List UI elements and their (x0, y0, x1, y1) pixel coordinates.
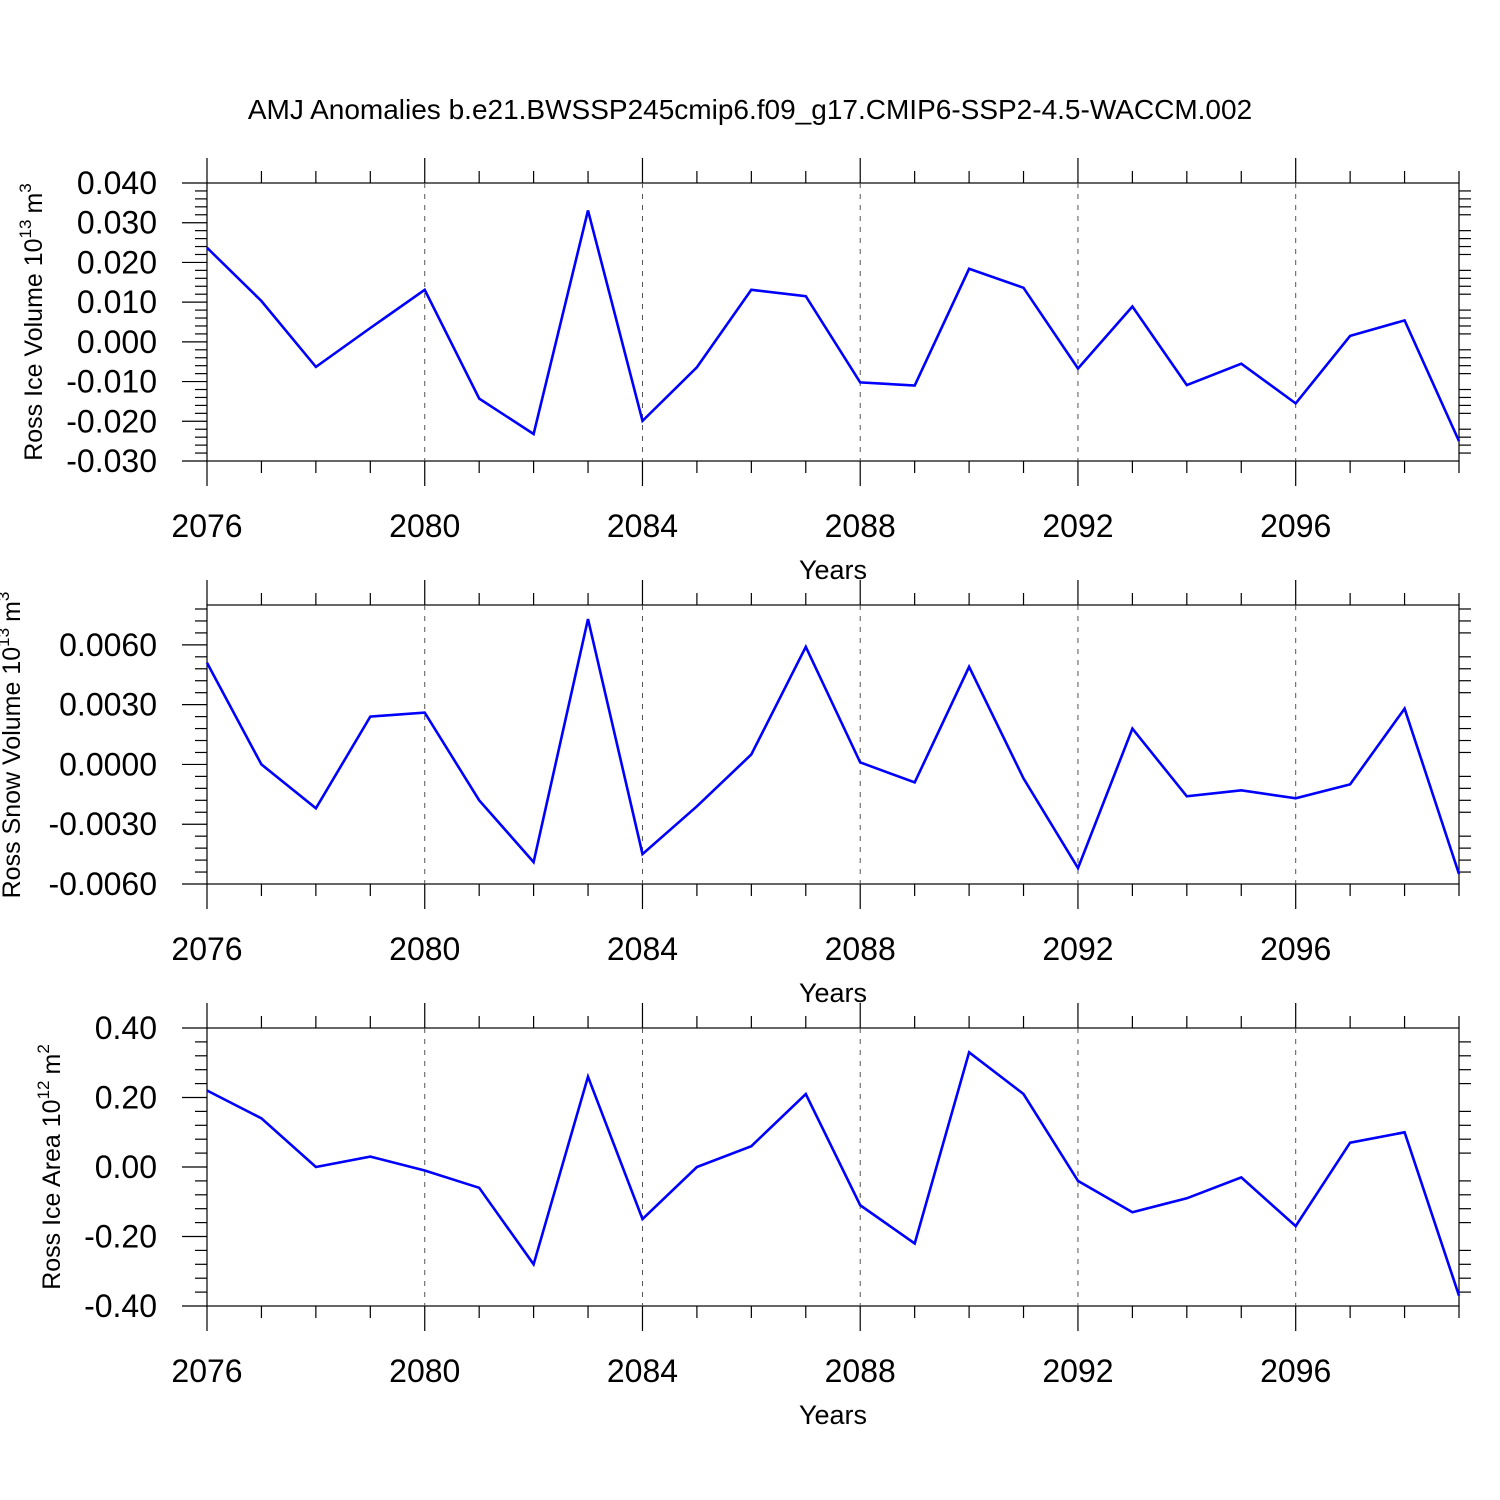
x-axis-label: Years (799, 1400, 867, 1430)
y-axis-label-exponent: 13 (0, 628, 13, 647)
y-tick-label: 0.0030 (59, 687, 157, 723)
y-tick-label: 0.010 (77, 284, 157, 320)
chart-panel-2: 2076 2080 2084 2088 2092 2096 Years 0.0060 0.003… (0, 580, 1471, 1008)
y-axis-label-main: Ross Snow Volume 10 (0, 647, 26, 899)
y-tick-label: -0.030 (66, 443, 157, 479)
x-tick-label: 2096 (1260, 931, 1331, 967)
x-tick-label: 2096 (1260, 508, 1331, 544)
y-tick-label: 0.020 (77, 244, 157, 280)
x-tick-label: 2092 (1042, 1353, 1113, 1389)
y-axis-label: Ross Ice Volume 1013 m3 (16, 183, 48, 461)
y-tick-label: 0.0060 (59, 627, 157, 663)
x-tick-label: 2084 (607, 1353, 678, 1389)
y-axis-label-unit: m (20, 193, 48, 214)
x-axis-label: Years (799, 978, 867, 1008)
y-tick-label: 0.030 (77, 205, 157, 241)
plot-frame (206, 1027, 1460, 1307)
y-tick-label: -0.40 (84, 1288, 157, 1324)
series-line (206, 210, 1461, 442)
x-tick-label: 2096 (1260, 1353, 1331, 1389)
y-tick-label: -0.020 (66, 403, 157, 439)
y-tick-label: 0.0000 (59, 746, 157, 782)
y-tick-label: 0.40 (95, 1010, 157, 1046)
y-tick-label: -0.0030 (48, 806, 157, 842)
y-axis-label-main: Ross Ice Area 10 (38, 1099, 66, 1289)
y-axis-label-exponent: 12 (34, 1080, 53, 1099)
x-tick-label: 2084 (607, 508, 678, 544)
x-tick-label: 2080 (389, 1353, 460, 1389)
x-tick-label: 2084 (607, 931, 678, 967)
x-tick-label: 2080 (389, 508, 460, 544)
x-tick-label: 2088 (825, 931, 896, 967)
chart-panel-1: 2076 2080 2084 2088 2092 2096Years0.0400.0300… (16, 158, 1471, 585)
y-axis-label-unit: m (38, 1054, 66, 1075)
y-axis-label-main: Ross Ice Volume 10 (20, 238, 48, 460)
x-tick-label: 2092 (1042, 931, 1113, 967)
y-tick-label: -0.010 (66, 364, 157, 400)
y-tick-label: 0.00 (95, 1149, 157, 1185)
chart-panel-3: 2076 2080 2084 2088 2092 2096 Years 0.40 0.20 0.0… (34, 1003, 1471, 1430)
y-axis-label: Ross Snow Volume 1013 m3 (0, 592, 26, 899)
x-tick-label: 2092 (1042, 508, 1113, 544)
y-tick-label: -0.20 (84, 1219, 157, 1255)
x-tick-label: 2088 (825, 508, 896, 544)
y-tick-label: 0.000 (77, 324, 157, 360)
x-tick-label: 2088 (825, 1353, 896, 1389)
plot-frame (206, 604, 1460, 885)
y-axis-label-unit-exponent: 3 (16, 183, 35, 192)
x-tick-label: 2076 (171, 931, 242, 967)
x-tick-label: 2080 (389, 931, 460, 967)
y-axis-label-unit-exponent: 3 (0, 592, 13, 601)
y-tick-label: 0.20 (95, 1080, 157, 1116)
y-tick-label: 0.040 (77, 165, 157, 201)
chart-title: AMJ Anomalies b.e21.BWSSP245cmip6.f09_g1… (248, 94, 1252, 125)
y-axis-label: Ross Ice Area 1012 m2 (34, 1044, 66, 1290)
x-axis-label: Years (799, 555, 867, 585)
series-line (205, 618, 1461, 875)
plot-frame (206, 182, 1460, 462)
series-line (206, 1050, 1461, 1297)
y-axis-label-unit: m (0, 601, 26, 622)
x-tick-label: 2076 (171, 508, 242, 544)
y-tick-label: -0.0060 (48, 866, 157, 902)
y-axis-label-exponent: 13 (16, 220, 35, 239)
y-axis-label-unit-exponent: 2 (34, 1044, 53, 1053)
x-tick-label: 2076 (171, 1353, 242, 1389)
chart-panels: 2076 2080 2084 2088 2092 2096Years0.0400.0300… (0, 158, 1471, 1430)
